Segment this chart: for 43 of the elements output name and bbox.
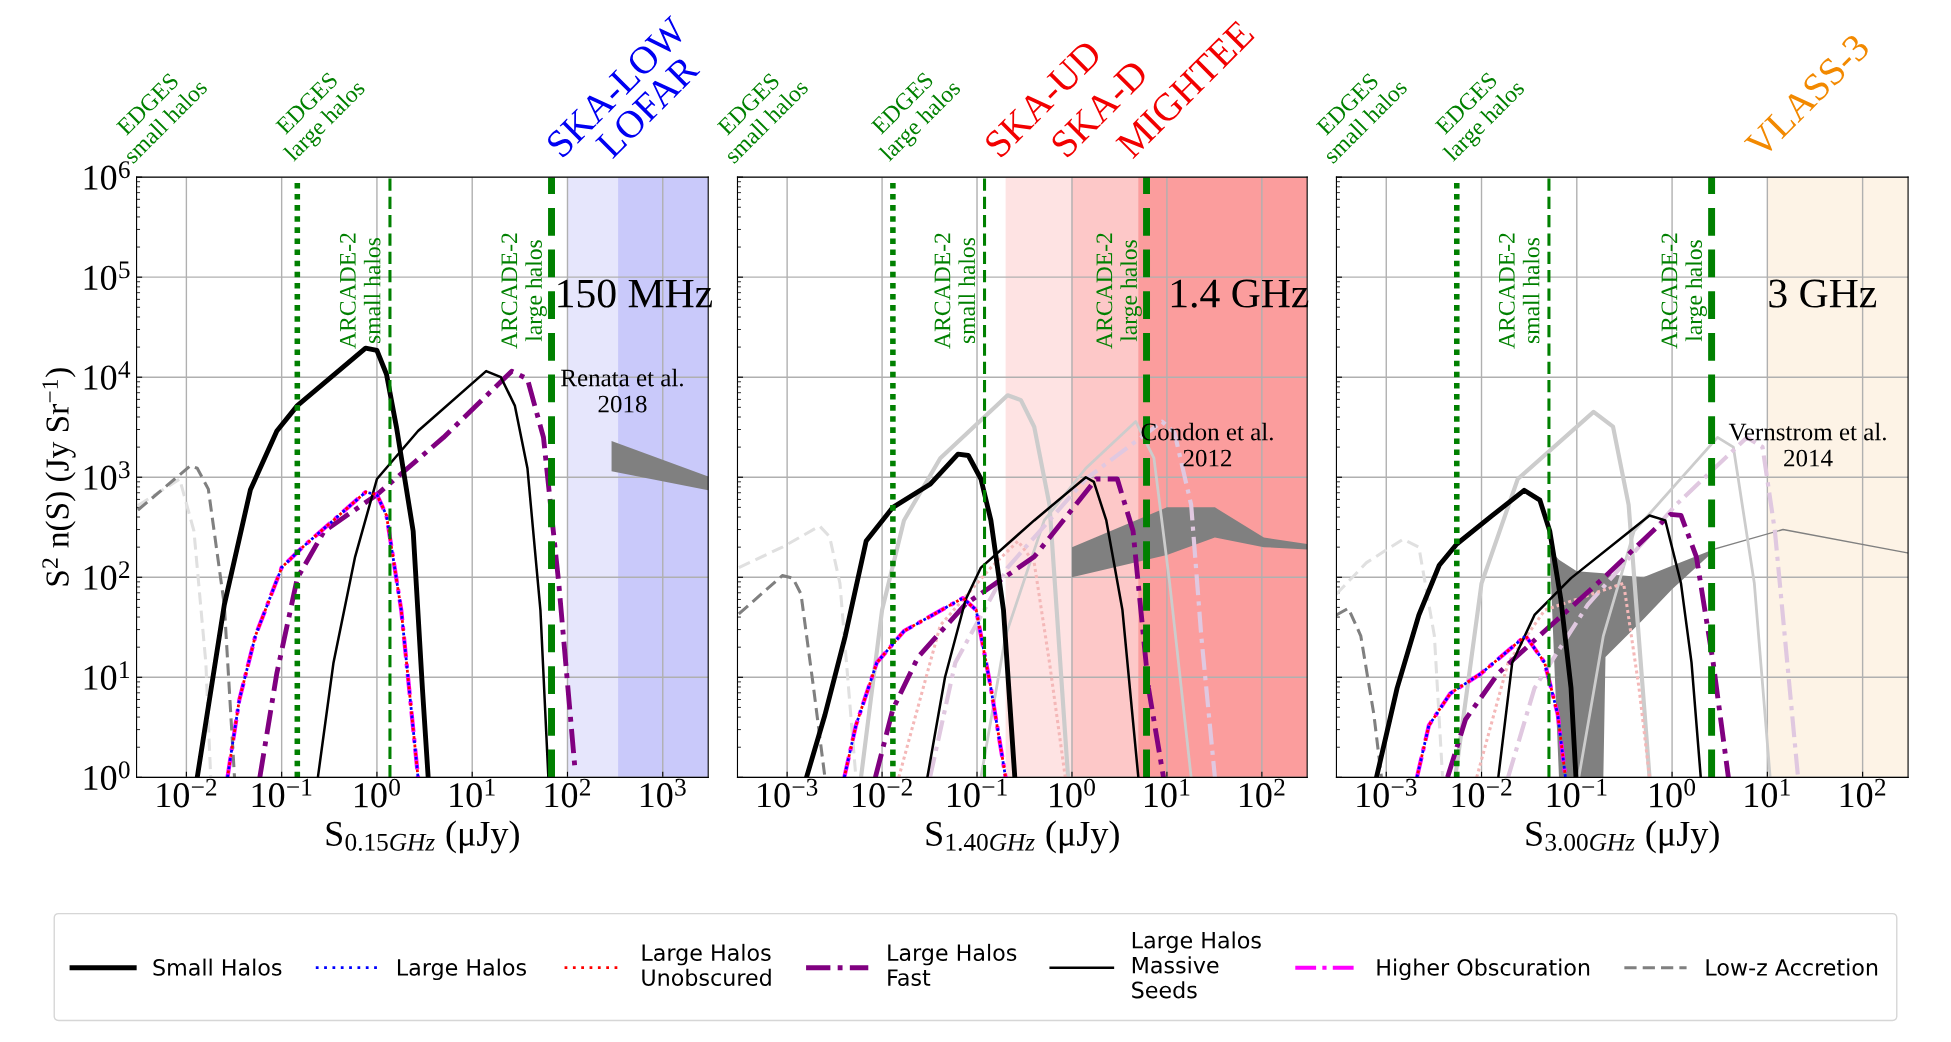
x-tick-label: 10$^{1}$ <box>1745 778 1790 808</box>
y-tick-label: 10$^{4}$ <box>84 361 131 390</box>
y-tick-label: 10$^{3}$ <box>84 461 130 490</box>
ref-line-label: ARCADE-2 small halos <box>339 233 381 349</box>
ref-line-label: ARCADE-2 large halos <box>1096 233 1142 349</box>
x-axis-title: S$_{1.40GHz}$ (μJy) <box>926 820 1119 854</box>
legend-label: Large Halos Massive Seeds <box>1132 931 1261 999</box>
annotation: 3 GHz <box>1769 279 1877 308</box>
ref-line-label: ARCADE-2 large halos <box>1661 233 1707 349</box>
x-tick-label: 10$^{−1}$ <box>252 778 312 808</box>
y-tick-label: 10$^{2}$ <box>84 561 130 590</box>
legend-label: Large Halos Unobscured <box>642 943 771 986</box>
annotation: Vernstrom et al. 2014 <box>1728 422 1886 467</box>
x-tick-label: 10$^{−3}$ <box>758 778 818 808</box>
x-tick-label: 10$^{3}$ <box>640 778 686 808</box>
x-tick-label: 10$^{0}$ <box>1650 778 1696 808</box>
x-tick-label: 10$^{1}$ <box>1145 778 1190 808</box>
x-tick-label: 10$^{2}$ <box>1239 778 1285 808</box>
y-tick-label: 10$^{1}$ <box>84 661 130 690</box>
x-tick-label: 10$^{0}$ <box>355 778 400 808</box>
x-tick-label: 10$^{0}$ <box>1050 778 1095 808</box>
ref-line-label: ARCADE-2 small halos <box>934 233 976 349</box>
x-axis-title: S$_{3.00GHz}$ (μJy) <box>1526 820 1719 854</box>
x-tick-label: 10$^{−2}$ <box>853 778 912 808</box>
annotation: Renata et al. 2018 <box>561 368 683 413</box>
x-tick-label: 10$^{−1}$ <box>948 778 1007 808</box>
x-axis-title: S$_{0.15GHz}$ (μJy) <box>326 820 519 854</box>
legend-label: Large Halos Fast <box>888 943 1017 986</box>
legend-label: Higher Obscuration <box>1377 958 1590 981</box>
x-tick-label: 10$^{−3}$ <box>1357 778 1417 808</box>
x-tick-label: 10$^{−2}$ <box>1452 778 1512 808</box>
x-tick-label: 10$^{−2}$ <box>157 778 217 808</box>
ref-line-label: ARCADE-2 small halos <box>1498 233 1540 349</box>
x-tick-label: 10$^{−1}$ <box>1547 778 1607 808</box>
legend-label: Small Halos <box>153 958 282 976</box>
x-tick-label: 10$^{2}$ <box>545 778 591 808</box>
legend-label: Large Halos <box>397 958 526 981</box>
y-axis-title: S$^{2}$ n(S) (Jy Sr$^{−1}$) <box>42 368 76 586</box>
x-tick-label: 10$^{2}$ <box>1840 778 1886 808</box>
legend-label: Low-z Accretion <box>1706 958 1878 976</box>
x-tick-label: 10$^{1}$ <box>450 778 495 808</box>
y-tick-label: 10$^{5}$ <box>84 261 130 291</box>
ref-line-label: ARCADE-2 large halos <box>501 233 547 349</box>
